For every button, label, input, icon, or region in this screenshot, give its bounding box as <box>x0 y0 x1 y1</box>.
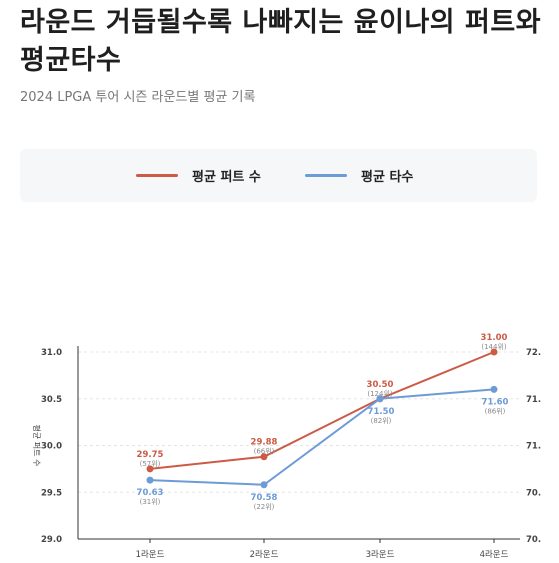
series-line-0 <box>149 351 495 470</box>
data-rank-label: (66위) <box>254 448 275 456</box>
data-point <box>146 476 154 484</box>
data-point <box>376 395 384 403</box>
data-label: 31.00 <box>481 333 508 343</box>
y2-tick-label: 70. <box>526 535 541 545</box>
x-tick-label: 4라운드 <box>480 550 509 560</box>
data-label: 70.58 <box>251 493 278 503</box>
y-tick-label: 29.5 <box>41 488 62 498</box>
data-label: 30.50 <box>367 380 394 390</box>
y2-tick-label: 70. <box>526 488 541 498</box>
y-tick-label: 29.0 <box>41 535 62 545</box>
page-subtitle: 2024 LPGA 투어 시즌 라운드별 평균 기록 <box>20 90 256 105</box>
series-line-1 <box>149 388 495 486</box>
data-rank-label: (86위) <box>485 407 506 415</box>
legend-swatch-putts <box>136 174 178 177</box>
data-label: 71.50 <box>368 407 395 417</box>
data-rank-label: (82위) <box>371 417 392 425</box>
y-axis-label: 평균 퍼트 수 <box>32 425 42 467</box>
data-point <box>490 385 498 393</box>
data-label: 29.88 <box>251 438 278 448</box>
legend-item-score[interactable]: 평균 타수 <box>305 149 413 202</box>
y2-tick-label: 71. <box>526 395 541 405</box>
legend-label-putts: 평균 퍼트 수 <box>192 170 261 185</box>
x-tick-label: 1라운드 <box>136 550 165 560</box>
y-tick-label: 30.5 <box>41 395 62 405</box>
data-point <box>260 453 268 461</box>
data-point <box>490 348 498 356</box>
data-rank-label: (57위) <box>140 460 161 468</box>
legend-swatch-score <box>305 174 347 177</box>
y2-tick-label: 72. <box>526 348 541 358</box>
line-chart: 29.0 70. 29.5 70. 30.0 71. 30.5 71. 31.0 72. 평균 퍼트… <box>32 333 541 560</box>
x-tick-label: 2라운드 <box>250 550 279 560</box>
data-rank-label: (124위) <box>367 390 393 398</box>
data-rank-label: (144위) <box>481 343 507 351</box>
y-tick-label: 30.0 <box>41 442 62 452</box>
y2-tick-label: 71. <box>526 442 541 452</box>
data-label: 71.60 <box>482 397 509 407</box>
data-label: 29.75 <box>137 450 164 460</box>
data-point <box>146 465 154 473</box>
data-rank-label: (22위) <box>254 503 275 511</box>
data-point <box>260 481 268 489</box>
page-title: 라운드 거듭될수록 나빠지는 윤이나의 퍼트와 평균타수 <box>20 7 542 76</box>
legend: 평균 퍼트 수 평균 타수 <box>20 149 537 202</box>
y-tick-label: 31.0 <box>41 348 62 358</box>
legend-item-putts[interactable]: 평균 퍼트 수 <box>136 149 261 202</box>
x-tick-label: 3라운드 <box>366 550 395 560</box>
data-label: 70.63 <box>137 488 164 498</box>
legend-label-score: 평균 타수 <box>361 170 414 185</box>
data-rank-label: (31위) <box>140 498 161 506</box>
